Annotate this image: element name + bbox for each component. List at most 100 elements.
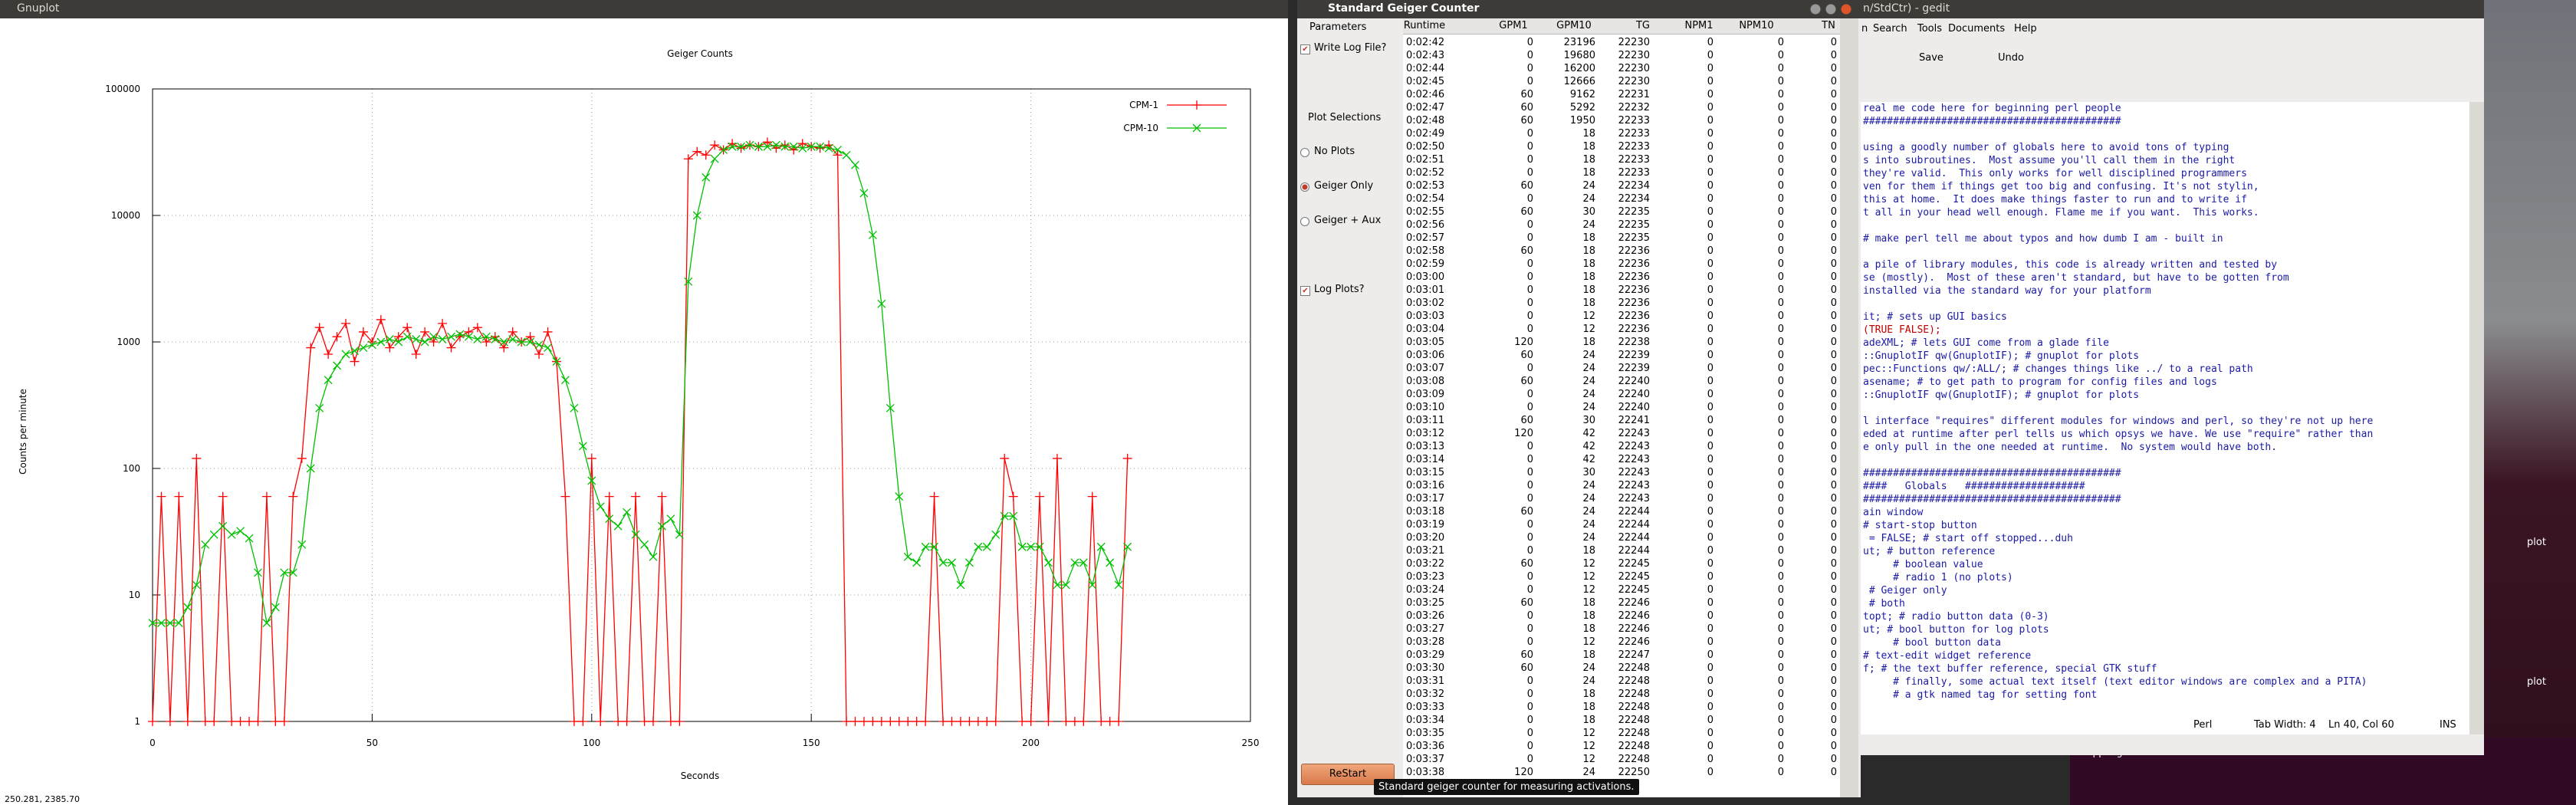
status-item[interactable]: Ln 40, Col 60 bbox=[2328, 719, 2394, 731]
table-cell: 0 bbox=[1526, 363, 1533, 374]
status-item[interactable]: Tab Width: 4 bbox=[2254, 719, 2316, 731]
data-point bbox=[1008, 491, 1018, 501]
table-cell: 0 bbox=[1707, 558, 1714, 570]
table-cell: 0:03:21 bbox=[1406, 545, 1445, 557]
table-cell: 0 bbox=[1707, 715, 1714, 726]
menu-item[interactable]: n bbox=[1861, 23, 1868, 34]
data-point bbox=[754, 142, 763, 151]
table-cell: 0 bbox=[1830, 376, 1837, 387]
code-line: # start-stop button bbox=[1863, 520, 1977, 531]
data-point bbox=[306, 464, 315, 473]
toolbar-button[interactable]: Save bbox=[1919, 52, 1944, 64]
table-cell: 0 bbox=[1777, 597, 1784, 609]
table-cell: 22232 bbox=[1618, 102, 1650, 113]
data-point bbox=[1096, 542, 1106, 551]
data-point bbox=[394, 337, 403, 347]
column-header[interactable]: TG bbox=[1635, 20, 1650, 31]
scrollbar[interactable] bbox=[2469, 102, 2484, 734]
table-cell: 60 bbox=[1520, 350, 1533, 361]
column-header[interactable]: Runtime bbox=[1403, 20, 1446, 31]
window-buttons[interactable] bbox=[1809, 3, 1855, 15]
y-tick-label: 1 bbox=[134, 716, 140, 727]
menu-item[interactable]: Help bbox=[2014, 23, 2037, 34]
data-point bbox=[886, 403, 895, 412]
checkbox-label[interactable]: Log Plots? bbox=[1314, 284, 1365, 295]
table-cell: 60 bbox=[1520, 415, 1533, 426]
data-point bbox=[156, 491, 166, 501]
table-cell: 0 bbox=[1777, 89, 1784, 100]
table-cell: 0 bbox=[1526, 284, 1533, 296]
code-line: asename; # to get path to program for co… bbox=[1863, 376, 2217, 388]
menu-item[interactable]: Tools bbox=[1917, 23, 1943, 34]
data-point bbox=[921, 717, 931, 726]
radio[interactable] bbox=[1300, 182, 1309, 192]
menu-item[interactable]: Documents bbox=[1948, 23, 2006, 34]
table-cell: 0 bbox=[1777, 154, 1784, 166]
radio-label[interactable]: Geiger + Aux bbox=[1314, 215, 1382, 226]
data-point bbox=[227, 530, 236, 539]
table-cell: 0 bbox=[1707, 193, 1714, 205]
table-cell: 0 bbox=[1526, 715, 1533, 726]
column-header[interactable]: NPM10 bbox=[1739, 20, 1774, 31]
code-line: ########################################… bbox=[1863, 494, 2121, 505]
table-cell: 22243 bbox=[1618, 493, 1650, 504]
table-cell: 24 bbox=[1582, 662, 1595, 674]
data-point bbox=[209, 717, 219, 726]
column-header[interactable]: TN bbox=[1822, 20, 1835, 31]
radio[interactable] bbox=[1300, 148, 1309, 157]
code-line: e only pull in the one needed at runtime… bbox=[1863, 442, 2278, 453]
scrollbar[interactable] bbox=[1840, 18, 1858, 797]
table-cell: 0:03:01 bbox=[1406, 284, 1445, 296]
table-cell: 22233 bbox=[1618, 141, 1650, 153]
data-point bbox=[279, 717, 289, 726]
table-cell: 22233 bbox=[1618, 115, 1650, 127]
table-cell: 0 bbox=[1526, 623, 1533, 635]
column-header[interactable]: NPM1 bbox=[1684, 20, 1714, 31]
code-line: # radio 1 (no plots) bbox=[1863, 572, 2013, 583]
table-cell: 0 bbox=[1777, 545, 1784, 557]
data-point bbox=[665, 717, 675, 726]
table-cell: 22243 bbox=[1618, 480, 1650, 491]
table-cell: 5292 bbox=[1569, 102, 1595, 113]
data-point bbox=[262, 619, 271, 628]
checkbox-label[interactable]: Write Log File? bbox=[1314, 42, 1387, 54]
table-cell: 0 bbox=[1707, 115, 1714, 127]
checkbox[interactable]: ✔ bbox=[1300, 286, 1310, 296]
table-cell: 24 bbox=[1582, 767, 1595, 778]
table-cell: 0 bbox=[1707, 363, 1714, 374]
table-cell: 0 bbox=[1526, 232, 1533, 244]
data-point bbox=[657, 491, 667, 501]
table-cell: 0 bbox=[1707, 324, 1714, 335]
data-point bbox=[1105, 717, 1115, 726]
table-cell: 0 bbox=[1707, 219, 1714, 231]
table-cell: 0 bbox=[1777, 675, 1784, 687]
table-cell: 0 bbox=[1707, 675, 1714, 687]
column-header[interactable]: GPM10 bbox=[1556, 20, 1592, 31]
data-point bbox=[499, 343, 509, 353]
radio[interactable] bbox=[1300, 217, 1309, 226]
radio-label[interactable]: No Plots bbox=[1314, 146, 1355, 157]
data-point bbox=[324, 376, 333, 385]
column-header[interactable]: GPM1 bbox=[1499, 20, 1528, 31]
data-point bbox=[833, 150, 843, 160]
checkbox[interactable]: ✔ bbox=[1300, 44, 1310, 54]
table-cell: 0 bbox=[1707, 310, 1714, 322]
y-tick-label: 100000 bbox=[105, 84, 140, 94]
menu-item[interactable]: Search bbox=[1873, 23, 1907, 34]
data-point bbox=[639, 717, 649, 726]
status-item[interactable]: Perl bbox=[2193, 719, 2213, 731]
table-cell: 0 bbox=[1777, 76, 1784, 87]
tooltip: Standard geiger counter for measuring ac… bbox=[1374, 779, 1639, 795]
table-cell: 0 bbox=[1777, 636, 1784, 648]
toolbar-button[interactable]: Undo bbox=[1998, 52, 2024, 64]
table-cell: 0 bbox=[1526, 610, 1533, 622]
data-point bbox=[1017, 542, 1027, 551]
button[interactable]: ReStart bbox=[1301, 764, 1395, 785]
radio-label[interactable]: Geiger Only bbox=[1314, 180, 1374, 192]
table-cell: 0 bbox=[1707, 141, 1714, 153]
table-cell: 22248 bbox=[1618, 754, 1650, 765]
table-cell: 22248 bbox=[1618, 728, 1650, 739]
table-cell: 18 bbox=[1582, 232, 1595, 244]
table-cell: 0 bbox=[1830, 545, 1837, 557]
